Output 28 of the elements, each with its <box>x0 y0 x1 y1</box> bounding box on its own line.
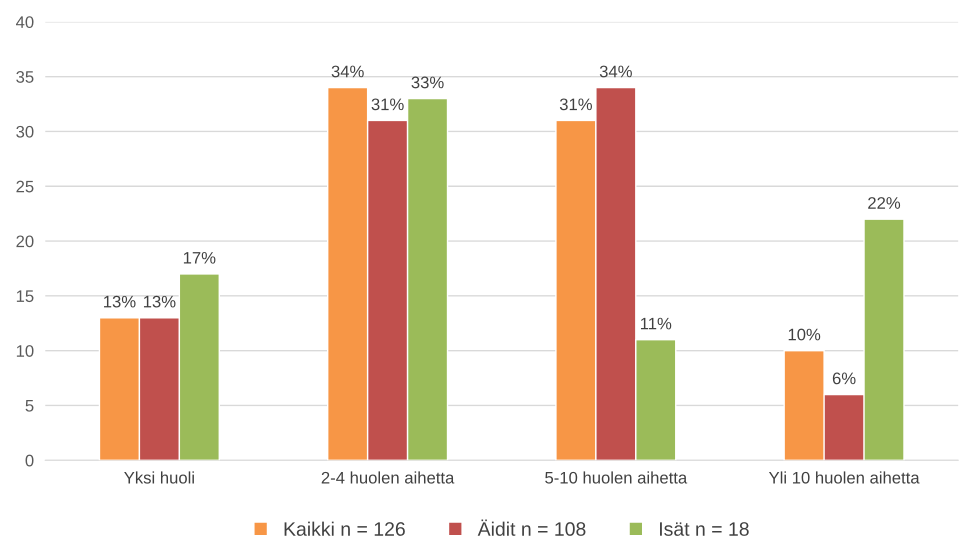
y-tick-label: 20 <box>16 235 34 248</box>
y-tick-label: 5 <box>26 400 34 412</box>
data-label: 13% <box>104 296 136 308</box>
data-label: 6% <box>832 372 856 384</box>
y-tick-label: 25 <box>16 180 34 192</box>
y-tick-label: 0 <box>26 454 34 466</box>
data-label: 22% <box>868 197 900 209</box>
legend-label: Kaikki n = 126 <box>284 522 405 536</box>
x-tick-label: Yksi huoli <box>124 471 194 484</box>
legend-label: Äidit n = 108 <box>478 519 586 536</box>
data-label: 34% <box>332 66 364 78</box>
y-tick-label: 10 <box>16 345 34 357</box>
x-tick-label: 2-4 huolen aihetta <box>322 471 454 484</box>
y-tick-label: 15 <box>16 290 34 302</box>
data-label: 31% <box>372 98 404 110</box>
data-label: 33% <box>412 76 444 88</box>
y-tick-label: 35 <box>16 71 34 83</box>
data-label: 13% <box>144 296 176 308</box>
x-tick-label: Yli 10 huolen aihetta <box>768 471 920 484</box>
x-tick-label: 5-10 huolen aihetta <box>545 471 688 484</box>
data-label: 11% <box>640 318 672 330</box>
y-tick-label: 40 <box>16 16 34 28</box>
data-label: 10% <box>788 328 820 340</box>
legend-label: Isät n = 18 <box>660 522 749 536</box>
data-label: 17% <box>184 252 216 264</box>
y-tick-label: 30 <box>16 126 34 138</box>
data-label: 34% <box>600 66 632 78</box>
data-label: 31% <box>560 98 592 110</box>
